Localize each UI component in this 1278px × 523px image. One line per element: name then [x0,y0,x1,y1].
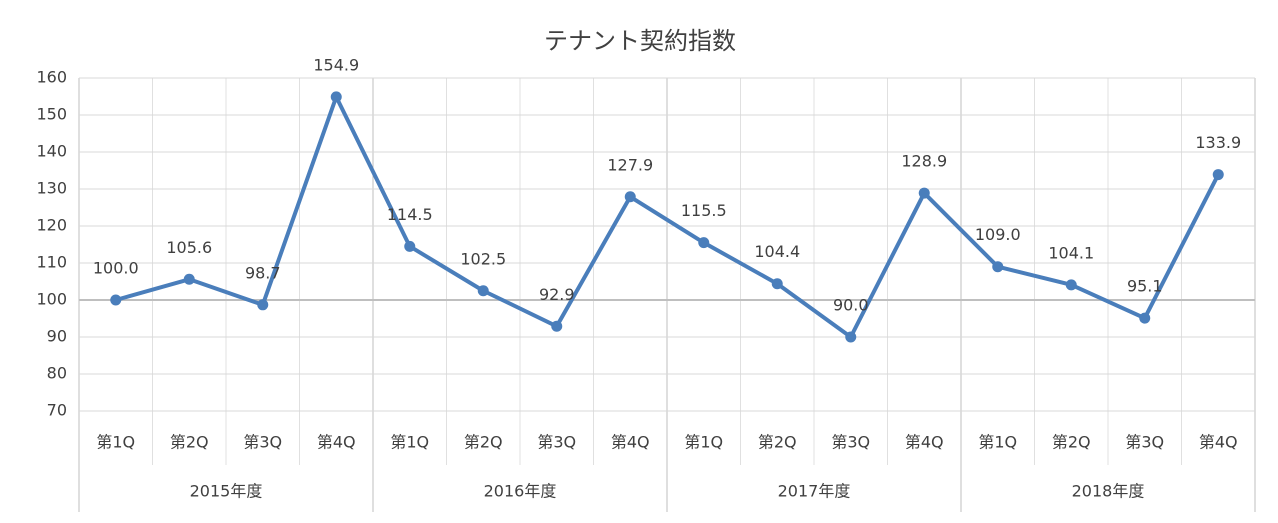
data-point [992,261,1004,273]
data-label: 109.0 [975,225,1021,244]
data-label: 92.9 [539,285,575,304]
data-label: 154.9 [313,55,359,74]
y-tick-label: 100 [36,290,67,309]
x-tick-label: 第4Q [905,433,944,452]
data-point [404,240,416,252]
data-label: 100.0 [93,259,139,278]
x-tick-label: 第2Q [758,433,797,452]
data-point [257,299,269,311]
data-label: 90.0 [833,296,869,315]
x-group-label: 2016年度 [484,482,557,501]
data-point [698,237,710,249]
data-label: 104.4 [754,242,800,261]
y-tick-label: 160 [36,68,67,87]
data-point [1065,279,1077,291]
data-label: 114.5 [387,205,433,224]
y-tick-label: 80 [47,364,67,383]
x-tick-label: 第4Q [1199,433,1238,452]
x-tick-label: 第1Q [978,433,1017,452]
x-group-label: 2018年度 [1072,482,1145,501]
x-group-label: 2015年度 [190,482,263,501]
x-tick-label: 第3Q [1125,433,1164,452]
y-tick-label: 110 [36,253,67,272]
y-tick-label: 90 [47,327,67,346]
data-point [624,191,636,203]
y-tick-label: 140 [36,142,67,161]
x-tick-label: 第2Q [464,433,503,452]
data-point [183,273,195,285]
data-point [918,187,930,199]
x-tick-label: 第1Q [684,433,723,452]
data-point [771,278,783,290]
data-label: 115.5 [681,201,727,220]
x-tick-label: 第2Q [170,433,209,452]
chart-title: テナント契約指数 [544,27,736,55]
x-tick-label: 第4Q [317,433,356,452]
x-tick-label: 第3Q [243,433,282,452]
data-point [477,285,489,297]
data-label: 95.1 [1127,277,1163,296]
data-label: 98.7 [245,263,281,282]
data-label: 133.9 [1195,133,1241,152]
data-label: 105.6 [166,238,212,257]
x-group-label: 2017年度 [778,482,851,501]
x-tick-label: 第1Q [390,433,429,452]
data-point [110,294,122,306]
data-label: 128.9 [901,152,947,171]
y-tick-label: 70 [47,401,67,420]
y-tick-label: 120 [36,216,67,235]
x-tick-label: 第4Q [611,433,650,452]
x-tick-label: 第1Q [96,433,135,452]
data-point [845,331,857,343]
x-tick-label: 第3Q [831,433,870,452]
y-tick-label: 150 [36,105,67,124]
series-line [115,94,1221,339]
data-point [1212,169,1224,181]
data-label: 127.9 [607,155,653,174]
data-point [1139,312,1151,324]
y-tick-label: 130 [36,179,67,198]
data-label: 102.5 [460,249,506,268]
x-tick-label: 第3Q [537,433,576,452]
x-tick-label: 第2Q [1052,433,1091,452]
data-point [551,320,563,332]
data-label: 104.1 [1048,243,1094,262]
data-point [330,91,342,103]
